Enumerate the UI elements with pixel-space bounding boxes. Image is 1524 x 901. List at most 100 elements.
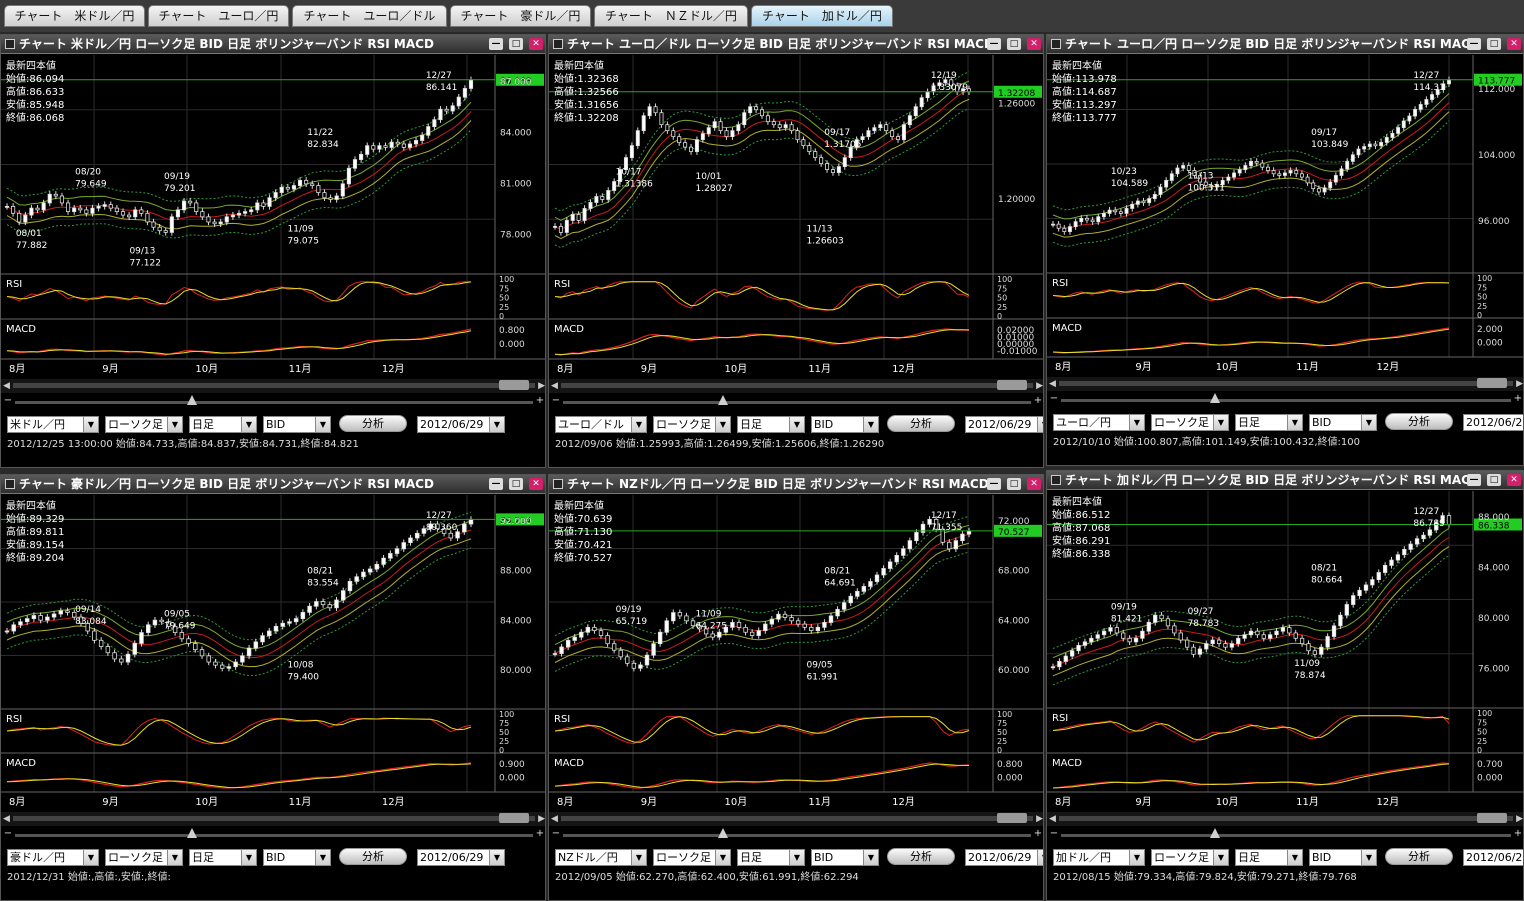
close-icon[interactable]: ✕ <box>529 478 543 490</box>
chevron-down-icon[interactable]: ▼ <box>315 417 330 432</box>
scroll-left-icon[interactable]: ◀ <box>1049 814 1056 824</box>
scroll-right-icon[interactable]: ▶ <box>1036 814 1043 824</box>
maximize-icon[interactable]: □ <box>1007 38 1021 50</box>
analyze-button[interactable]: 分析 <box>887 415 955 432</box>
zoom-out-icon[interactable]: − <box>551 395 561 406</box>
chart-type-select[interactable]: ローソク足 ▼ <box>105 849 183 866</box>
maximize-icon[interactable]: □ <box>1487 474 1501 486</box>
period-select[interactable]: 日足 ▼ <box>737 416 805 433</box>
zoom-knob[interactable] <box>718 395 728 405</box>
maximize-icon[interactable]: □ <box>1487 38 1501 50</box>
chevron-down-icon[interactable]: ▼ <box>789 417 804 432</box>
chevron-down-icon[interactable]: ▼ <box>631 850 646 865</box>
symbol-select[interactable]: 加ドル／円 ▼ <box>1053 849 1145 866</box>
symbol-select[interactable]: 米ドル／円 ▼ <box>7 416 99 433</box>
chevron-down-icon[interactable]: ▼ <box>1287 415 1302 430</box>
zoom-slider[interactable]: − + <box>1047 826 1523 844</box>
chevron-down-icon[interactable]: ▼ <box>715 417 730 432</box>
zoom-slider[interactable]: − + <box>1047 391 1523 409</box>
scroll-right-icon[interactable]: ▶ <box>1516 814 1523 824</box>
scroll-right-icon[interactable]: ▶ <box>1516 379 1523 389</box>
scroll-right-icon[interactable]: ▶ <box>538 814 545 824</box>
chevron-down-icon[interactable]: ▼ <box>631 417 646 432</box>
scroll-thumb[interactable] <box>499 813 529 823</box>
zoom-slider[interactable]: − + <box>549 393 1043 411</box>
chart-scrollbar[interactable]: ◀ ▶ <box>1047 377 1523 391</box>
chevron-down-icon[interactable]: ▼ <box>1361 850 1376 865</box>
chevron-down-icon[interactable]: ▼ <box>1361 415 1376 430</box>
zoom-knob[interactable] <box>1210 393 1220 403</box>
close-icon[interactable]: ✕ <box>1507 474 1521 486</box>
chart-scrollbar[interactable]: ◀ ▶ <box>1 379 545 393</box>
panel-checkbox[interactable] <box>553 39 563 49</box>
minimize-icon[interactable]: — <box>489 38 503 50</box>
bid-ask-select[interactable]: BID ▼ <box>811 416 879 433</box>
zoom-knob[interactable] <box>187 395 197 405</box>
minimize-icon[interactable]: — <box>987 478 1001 490</box>
chart-scrollbar[interactable]: ◀ ▶ <box>549 379 1043 393</box>
scroll-right-icon[interactable]: ▶ <box>538 381 545 391</box>
zoom-out-icon[interactable]: − <box>551 828 561 839</box>
chevron-down-icon[interactable]: ▼ <box>1213 850 1228 865</box>
chevron-down-icon[interactable]: ▼ <box>1213 415 1228 430</box>
chevron-down-icon[interactable]: ▼ <box>167 417 182 432</box>
zoom-in-icon[interactable]: + <box>535 395 545 406</box>
minimize-icon[interactable]: — <box>987 38 1001 50</box>
panel-checkbox[interactable] <box>1051 475 1061 485</box>
chevron-down-icon[interactable]: ▼ <box>489 850 504 865</box>
chevron-down-icon[interactable]: ▼ <box>167 850 182 865</box>
chart-type-select[interactable]: ローソク足 ▼ <box>1151 414 1229 431</box>
symbol-select[interactable]: ユーロ／ドル ▼ <box>555 416 647 433</box>
chevron-down-icon[interactable]: ▼ <box>789 850 804 865</box>
tab-audjpy[interactable]: チャート 豪ドル／円 <box>450 5 591 27</box>
chevron-down-icon[interactable]: ▼ <box>1037 417 1043 432</box>
chevron-down-icon[interactable]: ▼ <box>1037 850 1043 865</box>
zoom-in-icon[interactable]: + <box>1033 828 1043 839</box>
zoom-knob[interactable] <box>1210 828 1220 838</box>
zoom-in-icon[interactable]: + <box>1033 395 1043 406</box>
scroll-thumb[interactable] <box>499 380 529 390</box>
chart-scrollbar[interactable]: ◀ ▶ <box>1047 812 1523 826</box>
minimize-icon[interactable]: — <box>1467 38 1481 50</box>
date-select[interactable]: 2012/06/29▼ <box>1463 414 1523 431</box>
chevron-down-icon[interactable]: ▼ <box>863 417 878 432</box>
analyze-button[interactable]: 分析 <box>339 415 407 432</box>
zoom-in-icon[interactable]: + <box>1513 828 1523 839</box>
tab-eurjpy[interactable]: チャート ユーロ／円 <box>148 5 289 27</box>
period-select[interactable]: 日足 ▼ <box>189 849 257 866</box>
tab-cadjpy[interactable]: チャート 加ドル／円 <box>751 5 893 27</box>
chart-scrollbar[interactable]: ◀ ▶ <box>1 812 545 826</box>
scroll-left-icon[interactable]: ◀ <box>1049 379 1056 389</box>
close-icon[interactable]: ✕ <box>1027 478 1041 490</box>
tab-nzdjpy[interactable]: チャート ＮＺドル／円 <box>594 5 748 27</box>
scroll-thumb[interactable] <box>1477 378 1507 388</box>
analyze-button[interactable]: 分析 <box>339 848 407 865</box>
zoom-slider[interactable]: − + <box>549 826 1043 844</box>
bid-ask-select[interactable]: BID ▼ <box>1309 849 1377 866</box>
chevron-down-icon[interactable]: ▼ <box>863 850 878 865</box>
chevron-down-icon[interactable]: ▼ <box>489 417 504 432</box>
chevron-down-icon[interactable]: ▼ <box>1129 850 1144 865</box>
bid-ask-select[interactable]: BID ▼ <box>263 849 331 866</box>
date-select[interactable]: 2012/06/29▼ <box>965 849 1043 866</box>
close-icon[interactable]: ✕ <box>1027 38 1041 50</box>
period-select[interactable]: 日足 ▼ <box>1235 414 1303 431</box>
zoom-out-icon[interactable]: − <box>3 828 13 839</box>
bid-ask-select[interactable]: BID ▼ <box>1309 414 1377 431</box>
scroll-thumb[interactable] <box>997 813 1027 823</box>
zoom-in-icon[interactable]: + <box>535 828 545 839</box>
analyze-button[interactable]: 分析 <box>1385 413 1453 430</box>
bid-ask-select[interactable]: BID ▼ <box>263 416 331 433</box>
chart-type-select[interactable]: ローソク足 ▼ <box>653 416 731 433</box>
chevron-down-icon[interactable]: ▼ <box>83 850 98 865</box>
close-icon[interactable]: ✕ <box>529 38 543 50</box>
zoom-out-icon[interactable]: − <box>1049 828 1059 839</box>
analyze-button[interactable]: 分析 <box>1385 848 1453 865</box>
scroll-left-icon[interactable]: ◀ <box>551 381 558 391</box>
zoom-slider[interactable]: − + <box>1 393 545 411</box>
